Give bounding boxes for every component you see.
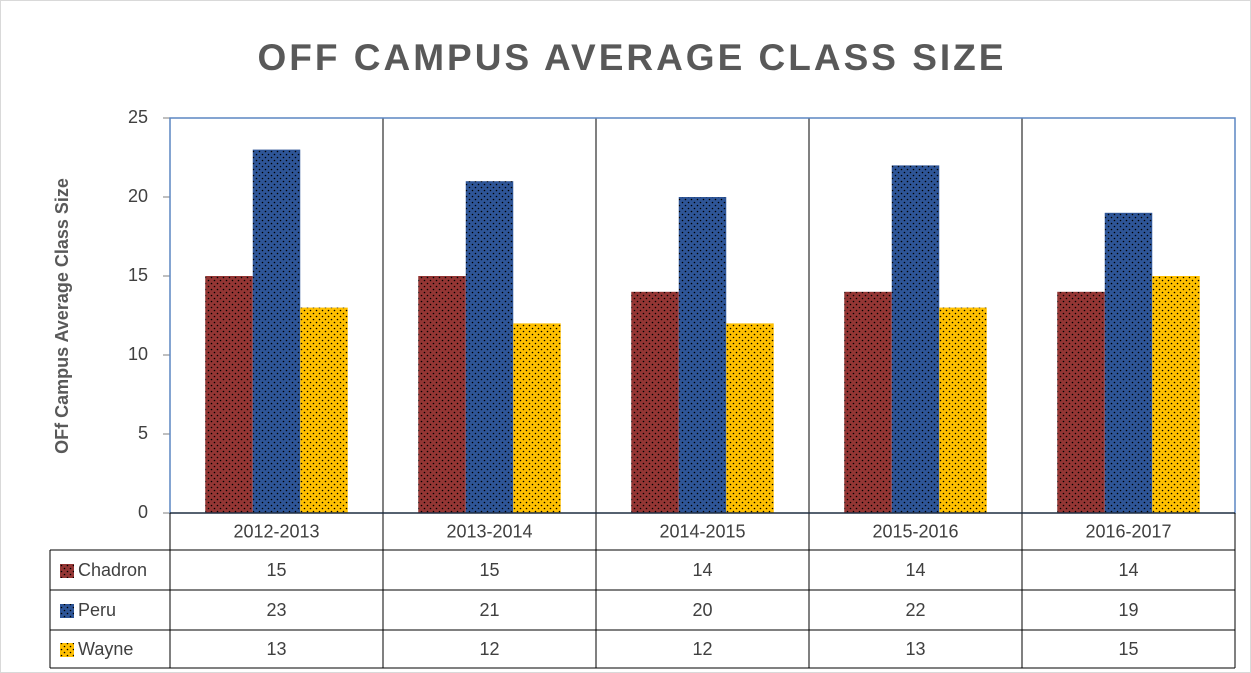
table-value: 13 bbox=[266, 639, 286, 659]
chart-title: OFF CAMPUS AVERAGE CLASS SIZE bbox=[258, 37, 1007, 78]
table-value: 15 bbox=[479, 560, 499, 580]
bar bbox=[844, 291, 892, 513]
table-value: 20 bbox=[692, 600, 712, 620]
legend-label: Peru bbox=[78, 600, 116, 620]
bar bbox=[631, 291, 679, 513]
table-value: 23 bbox=[266, 600, 286, 620]
bar bbox=[1104, 212, 1153, 514]
table-value: 13 bbox=[905, 639, 925, 659]
x-tick-label: 2013-2014 bbox=[446, 521, 532, 541]
table-value: 21 bbox=[479, 600, 499, 620]
legend-label: Chadron bbox=[78, 560, 147, 580]
table-value: 12 bbox=[692, 639, 712, 659]
legend-swatch bbox=[60, 604, 74, 618]
table-value: 15 bbox=[266, 560, 286, 580]
y-axis-label: OFf Campus Average Class Size bbox=[52, 178, 72, 454]
legend-label: Wayne bbox=[78, 639, 133, 659]
x-tick-label: 2016-2017 bbox=[1085, 521, 1171, 541]
y-tick-label: 25 bbox=[128, 107, 148, 127]
table-value: 14 bbox=[1118, 560, 1138, 580]
table-value: 15 bbox=[1118, 639, 1138, 659]
x-tick-label: 2015-2016 bbox=[872, 521, 958, 541]
y-tick-label: 5 bbox=[138, 423, 148, 443]
y-tick-label: 0 bbox=[138, 502, 148, 522]
y-tick-label: 20 bbox=[128, 186, 148, 206]
bar bbox=[513, 323, 561, 513]
bar bbox=[418, 276, 466, 513]
legend-swatch bbox=[60, 643, 74, 657]
table-value: 12 bbox=[479, 639, 499, 659]
bar bbox=[300, 307, 348, 513]
table-value: 22 bbox=[905, 600, 925, 620]
table-value: 19 bbox=[1118, 600, 1138, 620]
bar bbox=[1057, 291, 1105, 513]
bar bbox=[252, 149, 301, 513]
bar bbox=[1152, 276, 1200, 513]
bar bbox=[891, 165, 940, 513]
table-value: 14 bbox=[692, 560, 712, 580]
y-tick-label: 15 bbox=[128, 265, 148, 285]
y-tick-label: 10 bbox=[128, 344, 148, 364]
table-value: 14 bbox=[905, 560, 925, 580]
bar bbox=[465, 181, 514, 513]
legend-swatch bbox=[60, 564, 74, 578]
bar bbox=[726, 323, 774, 513]
bar bbox=[678, 197, 727, 513]
bar bbox=[205, 276, 253, 513]
x-tick-label: 2014-2015 bbox=[659, 521, 745, 541]
bar bbox=[939, 307, 987, 513]
x-tick-label: 2012-2013 bbox=[233, 521, 319, 541]
